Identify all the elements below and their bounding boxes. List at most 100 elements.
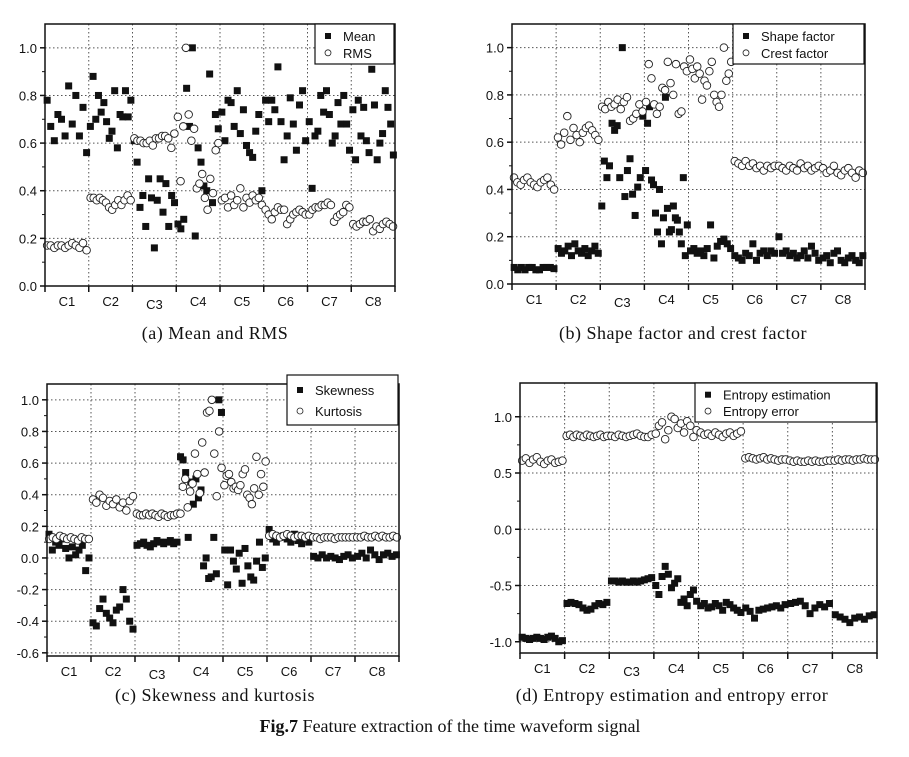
legend-square-icon bbox=[325, 33, 331, 39]
data-point-mean bbox=[100, 99, 108, 107]
data-point-crest-factor bbox=[543, 173, 552, 182]
data-point-mean bbox=[177, 225, 185, 233]
data-point-shape-factor bbox=[591, 242, 599, 250]
data-point-mean bbox=[174, 220, 182, 228]
data-point-skewness bbox=[335, 556, 343, 564]
data-point-crest-factor bbox=[677, 107, 686, 116]
data-point-shape-factor bbox=[710, 254, 718, 262]
data-point-entropy-estimation bbox=[652, 582, 660, 589]
data-point-mean bbox=[218, 108, 226, 116]
data-point-skewness bbox=[212, 570, 220, 578]
data-point-mean bbox=[317, 91, 325, 99]
data-point-skewness bbox=[45, 530, 53, 538]
data-point-mean bbox=[236, 130, 244, 138]
data-point-entropy-estimation bbox=[816, 601, 824, 609]
data-point-skewness bbox=[72, 551, 80, 559]
data-point-entropy-estimation bbox=[637, 577, 645, 585]
data-point-skewness bbox=[207, 573, 215, 581]
data-point-skewness bbox=[255, 538, 263, 546]
x-category-label: C7 bbox=[802, 661, 819, 676]
data-point-mean bbox=[322, 87, 330, 95]
y-tick-label: 0.8 bbox=[19, 88, 37, 103]
x-category-label: C8 bbox=[835, 292, 852, 307]
data-point-entropy-estimation bbox=[558, 637, 566, 645]
x-category-label: C8 bbox=[846, 661, 863, 676]
data-point-kurtosis bbox=[205, 406, 214, 416]
data-point-crest-factor bbox=[722, 76, 731, 85]
data-point-rms bbox=[226, 191, 236, 200]
data-point-mean bbox=[343, 120, 351, 128]
data-point-shape-factor bbox=[713, 242, 721, 250]
data-point-entropy-error bbox=[689, 432, 698, 442]
data-point-entropy-estimation bbox=[777, 604, 785, 612]
legend: Shape factor Crest factor bbox=[732, 23, 865, 65]
data-point-rms bbox=[167, 143, 176, 153]
data-point-mean bbox=[292, 146, 300, 154]
data-point-crest-factor bbox=[709, 90, 719, 100]
x-category-label: C2 bbox=[570, 292, 587, 307]
data-point-entropy-estimation bbox=[629, 577, 637, 585]
data-point-skewness bbox=[182, 469, 190, 477]
data-point-shape-factor bbox=[546, 263, 554, 271]
data-point-shape-factor bbox=[734, 254, 742, 262]
data-point-entropy-estimation bbox=[622, 578, 630, 586]
data-point-kurtosis bbox=[185, 487, 195, 496]
x-category-label: C8 bbox=[369, 664, 386, 679]
data-point-kurtosis bbox=[128, 492, 138, 501]
caption-c: (c) Skewness and kurtosis bbox=[115, 685, 315, 705]
y-tick-label: 0.5 bbox=[494, 466, 512, 481]
data-point-shape-factor bbox=[652, 209, 660, 217]
x-category-label: C7 bbox=[325, 664, 342, 679]
data-point-entropy-estimation bbox=[870, 611, 878, 619]
data-point-shape-factor bbox=[797, 252, 805, 260]
data-point-shape-factor bbox=[681, 252, 689, 260]
data-point-skewness bbox=[314, 554, 322, 562]
x-category-label: C2 bbox=[105, 664, 122, 679]
data-point-entropy-estimation bbox=[865, 612, 873, 620]
data-point-crest-factor bbox=[671, 59, 681, 69]
data-point-kurtosis bbox=[220, 480, 229, 490]
data-point-entropy-estimation bbox=[715, 602, 723, 610]
data-point-mean bbox=[191, 232, 199, 240]
data-point-rms bbox=[279, 205, 289, 215]
data-point-shape-factor bbox=[679, 174, 687, 182]
data-point-skewness bbox=[192, 475, 200, 483]
data-point-kurtosis bbox=[236, 480, 245, 490]
data-point-shape-factor bbox=[634, 183, 642, 191]
data-point-shape-factor bbox=[581, 245, 589, 253]
x-category-label: C3 bbox=[149, 667, 166, 682]
data-point-mean bbox=[325, 111, 333, 119]
data-point-entropy-estimation bbox=[768, 603, 776, 611]
data-point-crest-factor bbox=[692, 62, 702, 71]
data-point-shape-factor bbox=[749, 240, 757, 248]
data-point-kurtosis bbox=[224, 469, 234, 479]
data-point-shape-factor bbox=[528, 263, 536, 271]
data-point-kurtosis bbox=[176, 509, 185, 518]
data-point-mean bbox=[57, 115, 65, 123]
data-point-skewness bbox=[173, 538, 181, 546]
data-point-entropy-estimation bbox=[764, 604, 772, 612]
data-point-shape-factor bbox=[779, 249, 787, 257]
data-point-entropy-estimation bbox=[658, 573, 666, 580]
data-point-crest-factor bbox=[695, 69, 704, 78]
data-point-mean bbox=[387, 120, 395, 128]
data-point-mean bbox=[340, 91, 348, 99]
data-point-shape-factor bbox=[782, 247, 790, 255]
legend-circle-icon bbox=[296, 407, 304, 415]
data-point-shape-factor bbox=[598, 202, 606, 210]
chart-panel-c: -0.6 -0.4 -0.2 0.0 0.2 0.4 0.6 0.8 1.0 C1 C2 C3 C4 C5… bbox=[17, 374, 402, 682]
y-tick-label: -0.2 bbox=[17, 583, 39, 598]
data-point-mean bbox=[119, 113, 127, 121]
data-point-mean bbox=[308, 184, 316, 192]
data-point-mean bbox=[133, 158, 141, 166]
x-category-label: C6 bbox=[746, 292, 763, 307]
data-point-entropy-estimation bbox=[540, 636, 548, 643]
data-point-entropy-estimation bbox=[730, 604, 738, 612]
data-point-mean bbox=[214, 125, 222, 133]
data-point-entropy-estimation bbox=[846, 619, 854, 627]
data-point-skewness bbox=[227, 546, 235, 554]
data-point-shape-factor bbox=[659, 214, 667, 222]
data-point-mean bbox=[150, 244, 158, 252]
data-point-skewness bbox=[318, 551, 326, 559]
data-point-entropy-estimation bbox=[648, 574, 656, 582]
